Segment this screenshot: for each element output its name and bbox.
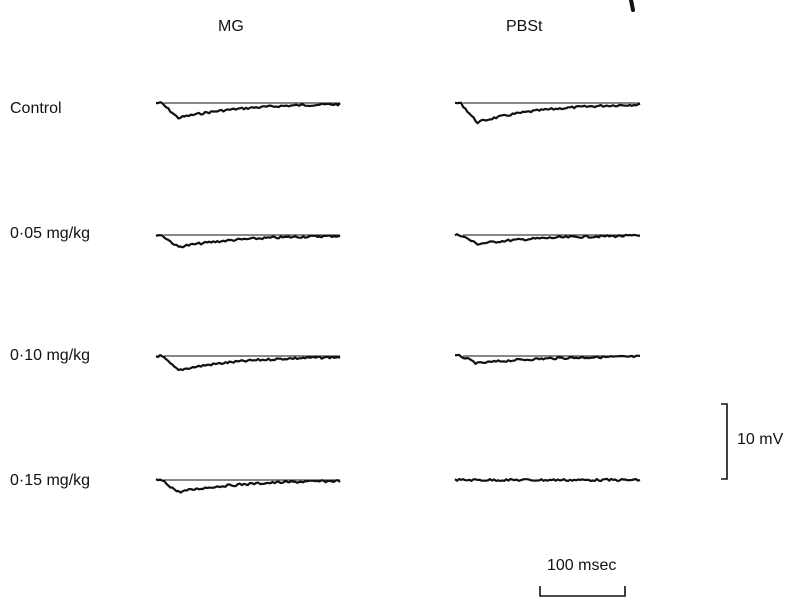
trace-pbst-row-3 [454,477,641,483]
row-label-dose-015: 0·15 mg/kg [10,472,91,489]
time-scale-label: 100 msec [547,557,617,574]
row-label-dose-010: 0·10 mg/kg [10,347,91,364]
trace-mg-row-2 [155,354,341,372]
trace-pbst-row-1 [454,233,641,246]
ink-mark [629,0,635,12]
time-scale-bar [539,586,626,597]
trace-mg-row-0 [155,101,341,120]
voltage-scale-bar [721,403,728,480]
column-header-pbst: PBSt [506,18,543,35]
trace-pbst-row-0 [454,101,641,125]
voltage-scale-label: 10 mV [737,431,784,448]
row-label-dose-005: 0·05 mg/kg [10,225,91,242]
row-label-control: Control [10,100,62,117]
trace-mg-row-1 [155,234,341,249]
trace-pbst-row-2 [454,353,641,365]
column-header-mg: MG [218,18,244,35]
trace-mg-row-3 [155,478,341,494]
